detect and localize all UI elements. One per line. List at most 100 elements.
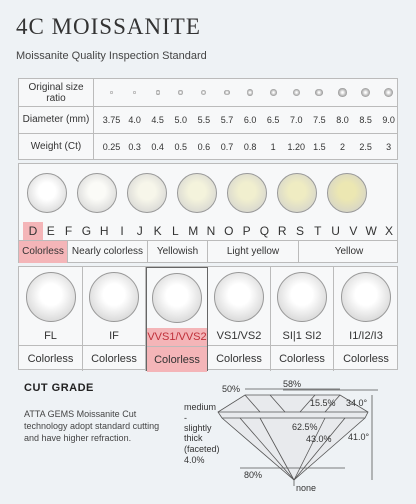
clarity-gem-i — [341, 272, 391, 322]
color-letter: U — [331, 224, 340, 238]
weight-row: Weight (Ct) 0.25 0.3 0.4 0.5 0.6 0.7 0.8 1 1.20 1… — [19, 133, 397, 160]
color-letter: P — [242, 224, 251, 238]
diameter-value: 7.0 — [290, 114, 303, 125]
clarity-cell-fl: FL Colorless — [19, 267, 83, 371]
color-letter: R — [277, 224, 287, 238]
color-group-yellow: Yellow — [334, 246, 364, 257]
diameter-value: 4.0 — [128, 114, 141, 125]
svg-text:thick: thick — [184, 433, 203, 443]
clarity-group: Colorless — [19, 345, 82, 371]
size-ratio-row: Original size ratio — [19, 79, 397, 107]
clarity-panel: FL Colorless IF Colorless VVS1/VVS2 Colo… — [18, 266, 398, 372]
color-letter: M — [188, 224, 199, 238]
clarity-grade: SI|1 SI2 — [282, 330, 322, 342]
color-letter: X — [384, 224, 393, 238]
clarity-gem-vvs — [152, 273, 202, 323]
weight-value: 0.8 — [243, 141, 257, 152]
size-ratio-gem — [99, 79, 124, 106]
diameter-value: 5.0 — [174, 114, 188, 125]
size-ratio-gem — [330, 79, 355, 106]
color-gem-sample — [277, 173, 317, 213]
clarity-group: Colorless — [271, 345, 333, 371]
cut-crown-pct-label: 15.5% — [310, 398, 336, 408]
diameter-value: 9.0 — [382, 114, 395, 125]
clarity-group: Colorless — [208, 345, 270, 371]
diameter-value: 7.5 — [313, 114, 326, 125]
color-letter: N — [206, 224, 216, 238]
color-gem-sample — [127, 173, 167, 213]
weight-value: 1.20 — [287, 141, 306, 152]
clarity-gem-vs — [214, 272, 264, 322]
clarity-grade: FL — [44, 330, 57, 342]
size-ratio-gem — [353, 79, 378, 106]
diameter-value: 6.5 — [266, 114, 280, 125]
color-group-row: Colorless Nearly colorless Yellowish Lig… — [19, 240, 397, 263]
clarity-group-highlight: Colorless — [147, 346, 207, 372]
weight-value: 0.4 — [151, 141, 164, 152]
size-table: Original size ratio Diameter (mm) 3.75 4.… — [18, 78, 398, 160]
clarity-grade: I1/I2/I3 — [349, 330, 383, 342]
size-ratio-gem — [376, 79, 401, 106]
diameter-value: 3.75 — [102, 114, 121, 125]
cut-pavilion-angle-label: 41.0° — [348, 432, 370, 442]
weight-value: 0.7 — [220, 141, 234, 152]
color-group-yellowish: Yellowish — [156, 246, 199, 257]
size-ratio-gem — [191, 79, 216, 106]
color-letter: W — [365, 224, 377, 238]
color-gem-sample — [27, 173, 67, 213]
weight-value: 1 — [270, 141, 276, 152]
page-title: 4C MOISSANITE — [16, 14, 201, 39]
color-letter: E — [46, 224, 55, 238]
color-letter: T — [314, 224, 322, 238]
color-gem-sample — [227, 173, 267, 213]
size-ratio-gem — [122, 79, 147, 106]
clarity-group: Colorless — [334, 345, 398, 371]
color-group-light-yellow: Light yellow — [226, 246, 280, 257]
cut-depth-label: 62.5% — [292, 422, 318, 432]
size-ratio-gem — [307, 79, 332, 106]
diameter-value: 5.5 — [197, 114, 211, 125]
color-letter: I — [120, 224, 124, 238]
diameter-value: 5.7 — [220, 114, 234, 125]
cut-culet-label: none — [296, 483, 316, 493]
color-letter: H — [99, 224, 109, 238]
clarity-cell-vvs: VVS1/VVS2 Colorless — [146, 267, 208, 372]
color-letter: K — [153, 224, 162, 238]
size-ratio-gem — [168, 79, 193, 106]
size-ratio-gem — [215, 79, 240, 106]
clarity-grade-highlight: VVS1/VVS2 — [147, 328, 207, 346]
color-letter: L — [172, 224, 179, 238]
clarity-gem-si — [277, 272, 327, 322]
color-letter: O — [224, 224, 234, 238]
clarity-gem-fl — [25, 272, 76, 322]
color-letter: Q — [259, 224, 270, 238]
weight-value: 0.25 — [102, 141, 121, 152]
clarity-gem-if — [89, 272, 139, 322]
cut-grade-title: CUT GRADE — [24, 382, 94, 394]
cut-grade-description: ATTA GEMS Moissanite Cut technology adop… — [24, 409, 160, 443]
page-subtitle: Moissanite Quality Inspection Standard — [16, 50, 207, 62]
ratio-label: Original size ratio — [19, 79, 94, 106]
cut-pavilion-pct-label: 43.0% — [306, 434, 332, 444]
color-letter: D — [23, 222, 43, 240]
color-letter: F — [64, 224, 73, 238]
cut-table-top-label: 58% — [283, 379, 301, 389]
weight-value: 2.5 — [359, 141, 372, 152]
clarity-grade: VS1/VS2 — [216, 330, 262, 342]
svg-text:(faceted): (faceted) — [184, 444, 220, 454]
svg-text:-: - — [184, 413, 187, 423]
color-group-colorless: Colorless — [19, 241, 67, 263]
color-gem-sample — [77, 173, 117, 213]
color-gem-sample — [177, 173, 217, 213]
cut-girdle-label-1: medium — [184, 402, 216, 412]
diameter-value: 6.0 — [243, 114, 257, 125]
cut-table-left-label: 50% — [222, 384, 240, 394]
svg-text:slightly: slightly — [184, 423, 212, 433]
clarity-cell-i: I1/I2/I3 Colorless — [334, 267, 398, 371]
weight-value: 0.5 — [174, 141, 188, 152]
weight-value: 3 — [386, 141, 392, 152]
color-letter: S — [295, 224, 304, 238]
diameter-row: Diameter (mm) 3.75 4.0 4.5 5.0 5.5 5.7 6.0 6.5 7… — [19, 106, 397, 134]
